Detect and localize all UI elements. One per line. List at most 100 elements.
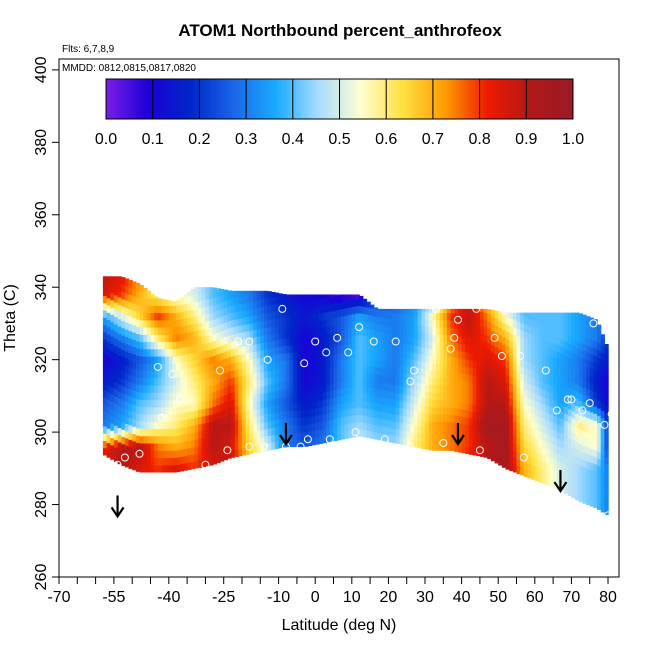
heatmap-cell [512,341,518,350]
heatmap-cell [392,312,397,320]
x-axis: -70 -55 -40 -25 -10 0 10 20 30 40 50 60 70 80 [47,577,617,606]
heatmap-cell [523,360,529,369]
heatmap-cell [527,398,532,406]
heatmap-cell [231,333,236,342]
heatmap-cell [201,299,206,308]
x-tick-label: -10 [267,589,290,606]
heatmap-cell [179,318,185,327]
heatmap-cell [326,434,331,443]
heatmap-cell [161,327,166,335]
heatmap-cell [179,362,185,370]
heatmap-cell [461,380,466,389]
heatmap-cell [604,369,609,378]
heatmap-cell [146,428,152,437]
heatmap-cell [253,307,258,316]
heatmap-cell [560,411,565,420]
heatmap-cell [289,330,294,339]
heatmap-cell [483,413,488,422]
heatmap-cell [176,464,181,473]
heatmap-cell [531,385,536,393]
heatmap-cell [351,335,357,344]
heatmap-cell [388,405,393,414]
heatmap-cell [487,328,492,336]
heatmap-cell [597,335,602,344]
heatmap-cell [296,403,302,411]
heatmap-cell [154,406,159,415]
heatmap-cell [395,327,400,336]
heatmap-cell [384,310,390,319]
heatmap-cell [249,359,254,368]
heatmap-cell [256,314,261,323]
heatmap-cell [194,359,199,368]
colorbar-segment [521,79,525,119]
heatmap-cell [560,389,565,398]
heatmap-cell [289,337,294,346]
colorbar-segment [470,79,473,119]
heatmap-cell [395,399,400,408]
heatmap-cell [578,327,583,336]
colorbar-segment [430,79,434,119]
heatmap-cell [505,447,510,456]
heatmap-cell [176,384,181,393]
heatmap-cell [201,328,206,337]
heatmap-cell [417,382,422,391]
heatmap-cell [264,436,269,444]
heatmap-cell [143,399,148,408]
heatmap-cell [245,338,250,347]
heatmap-cell [285,301,291,310]
heatmap-cell [318,421,324,430]
heatmap-cell [326,340,331,349]
heatmap-cell [494,339,499,348]
heatmap-cell [556,431,562,440]
heatmap-cell [487,451,492,460]
heatmap-cell [176,406,181,415]
heatmap-cell [154,377,159,386]
heatmap-cell [531,341,536,350]
heatmap-cell [355,356,360,365]
heatmap-cell [165,399,170,408]
heatmap-cell [553,343,558,351]
heatmap-cell [110,299,115,308]
heatmap-cell [403,379,408,388]
heatmap-cell [461,394,466,403]
heatmap-cell [183,339,188,348]
heatmap-cell [520,373,525,382]
heatmap-cell [165,464,170,473]
heatmap-cell [264,356,269,365]
heatmap-cell [443,327,448,335]
heatmap-cell [549,414,554,422]
heatmap-cell [179,340,185,349]
heatmap-cell [337,352,342,361]
heatmap-cell [322,391,327,400]
heatmap-cell [454,393,459,402]
heatmap-cell [260,349,265,358]
heatmap-cell [443,334,448,343]
colorbar-segment [232,79,235,119]
heatmap-cell [476,376,481,384]
heatmap-cell [172,421,177,429]
heatmap-cell [425,412,430,421]
y-tick-label: 300 [33,419,50,446]
heatmap-cell [362,407,368,416]
heatmap-cell [135,384,141,393]
heatmap-cell [289,395,294,404]
heatmap-cell [447,348,452,357]
heatmap-cell [578,407,583,416]
heatmap-cell [447,406,452,415]
heatmap-cell [501,365,507,374]
heatmap-cell [183,412,188,420]
heatmap-cell [337,425,342,433]
heatmap-cell [157,450,163,458]
heatmap-cell [179,354,185,363]
heatmap-cell [110,350,115,359]
heatmap-cell [223,379,228,388]
heatmap-cell [384,354,390,362]
colorbar-segment [173,79,177,119]
heatmap-cell [198,409,203,418]
heatmap-cell [600,388,605,397]
heatmap-cell [150,399,155,408]
heatmap-cell [425,391,430,399]
heatmap-cell [157,392,163,401]
heatmap-cell [476,426,481,435]
heatmap-cell [501,402,507,410]
